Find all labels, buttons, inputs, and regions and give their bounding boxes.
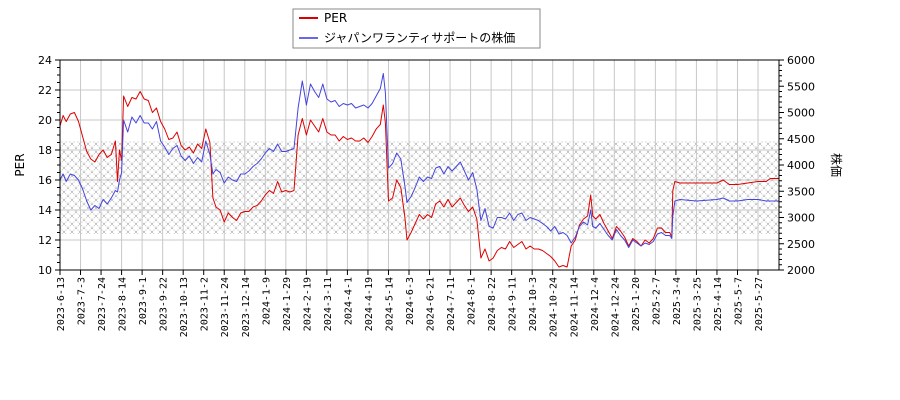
x-tick-label: 2023-6-13	[56, 277, 67, 331]
x-tick-label: 2023-7-24	[97, 277, 108, 331]
x-tick-label: 2023-9-1	[138, 277, 149, 325]
left-tick-label: 16	[38, 174, 52, 187]
x-tick-label: 2023-8-14	[118, 277, 129, 331]
left-tick-label: 14	[38, 204, 52, 217]
x-tick-label: 2023-10-13	[179, 277, 190, 337]
right-tick-label: 3000	[787, 212, 815, 225]
right-tick-label: 4000	[787, 159, 815, 172]
x-tick-label: 2024-1-29	[282, 277, 293, 331]
x-tick-label: 2024-8-1	[467, 277, 478, 325]
right-tick-label: 2500	[787, 238, 815, 251]
right-axis-title: 株価	[829, 153, 844, 177]
x-tick-label: 2025-3-4	[672, 277, 683, 325]
left-tick-label: 10	[38, 264, 52, 277]
x-tick-label: 2024-5-14	[384, 277, 395, 331]
x-tick-label: 2024-6-21	[426, 277, 437, 331]
x-tick-label: 2025-3-25	[692, 277, 703, 331]
legend-label-price: ジャパンワランティサポートの株価	[324, 30, 515, 45]
x-tick-label: 2024-7-11	[446, 277, 457, 331]
right-tick-label: 3500	[787, 185, 815, 198]
x-tick-label: 2024-1-9	[261, 277, 272, 325]
x-axis: 2023-6-13 2023-7-3 2023-7-24 2023-8-14 2023-…	[56, 270, 765, 337]
left-tick-label: 20	[38, 114, 52, 127]
right-tick-label: 6000	[787, 54, 815, 67]
x-tick-label: 2023-7-3	[77, 277, 88, 325]
left-tick-label: 22	[38, 84, 52, 97]
shaded-band	[60, 141, 779, 234]
x-tick-label: 2024-10-3	[528, 277, 539, 331]
price-line	[60, 73, 779, 248]
right-tick-label: 4500	[787, 133, 815, 146]
x-tick-label: 2024-9-11	[508, 277, 519, 331]
x-tick-label: 2024-11-14	[569, 277, 580, 337]
x-tick-label: 2024-4-19	[364, 277, 375, 331]
x-tick-label: 2023-9-22	[159, 277, 170, 331]
x-tick-label: 2023-12-14	[241, 277, 252, 337]
x-tick-label: 2024-10-24	[549, 277, 560, 337]
x-tick-label: 2023-11-2	[200, 277, 211, 331]
x-tick-label: 2024-4-1	[343, 277, 354, 325]
x-tick-label: 2024-8-22	[487, 277, 498, 331]
left-axis: 10 12 14 16 18 20 22 24	[38, 54, 60, 277]
left-tick-label: 18	[38, 144, 52, 157]
legend: PER ジャパンワランティサポートの株価	[292, 8, 541, 49]
per-line	[60, 91, 779, 268]
x-tick-label: 2025-1-20	[631, 277, 642, 331]
left-tick-label: 12	[38, 234, 52, 247]
left-tick-label: 24	[38, 54, 52, 67]
x-tick-label: 2024-12-24	[610, 277, 621, 337]
right-tick-label: 2000	[787, 264, 815, 277]
right-axis: 2000 2500 3000 3500 4000 4500 5000 5500 6000	[779, 54, 815, 277]
right-tick-label: 5500	[787, 80, 815, 93]
series-lines	[60, 73, 779, 268]
x-tick-label: 2023-11-24	[220, 277, 231, 337]
x-tick-label: 2024-6-3	[405, 277, 416, 325]
x-tick-label: 2025-2-7	[651, 277, 662, 325]
hatch-band	[60, 141, 779, 234]
x-tick-label: 2025-5-27	[754, 277, 765, 331]
right-tick-label: 5000	[787, 107, 815, 120]
left-axis-title: PER	[13, 153, 27, 176]
x-tick-label: 2025-4-14	[713, 277, 724, 331]
x-tick-label: 2025-5-7	[733, 277, 744, 325]
legend-box	[292, 8, 541, 49]
x-tick-label: 2024-2-19	[302, 277, 313, 331]
x-tick-label: 2024-12-4	[590, 277, 601, 331]
x-tick-label: 2024-3-11	[323, 277, 334, 331]
legend-label-per: PER	[324, 11, 347, 25]
